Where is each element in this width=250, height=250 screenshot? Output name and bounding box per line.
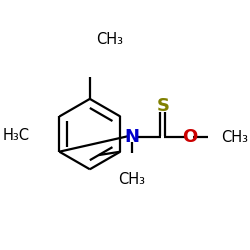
Text: H₃C: H₃C <box>3 128 30 143</box>
Text: CH₃: CH₃ <box>222 130 248 145</box>
Text: CH₃: CH₃ <box>118 172 145 186</box>
Text: O: O <box>182 128 198 146</box>
Text: S: S <box>157 97 170 115</box>
Text: N: N <box>124 128 139 146</box>
Text: CH₃: CH₃ <box>96 32 123 47</box>
